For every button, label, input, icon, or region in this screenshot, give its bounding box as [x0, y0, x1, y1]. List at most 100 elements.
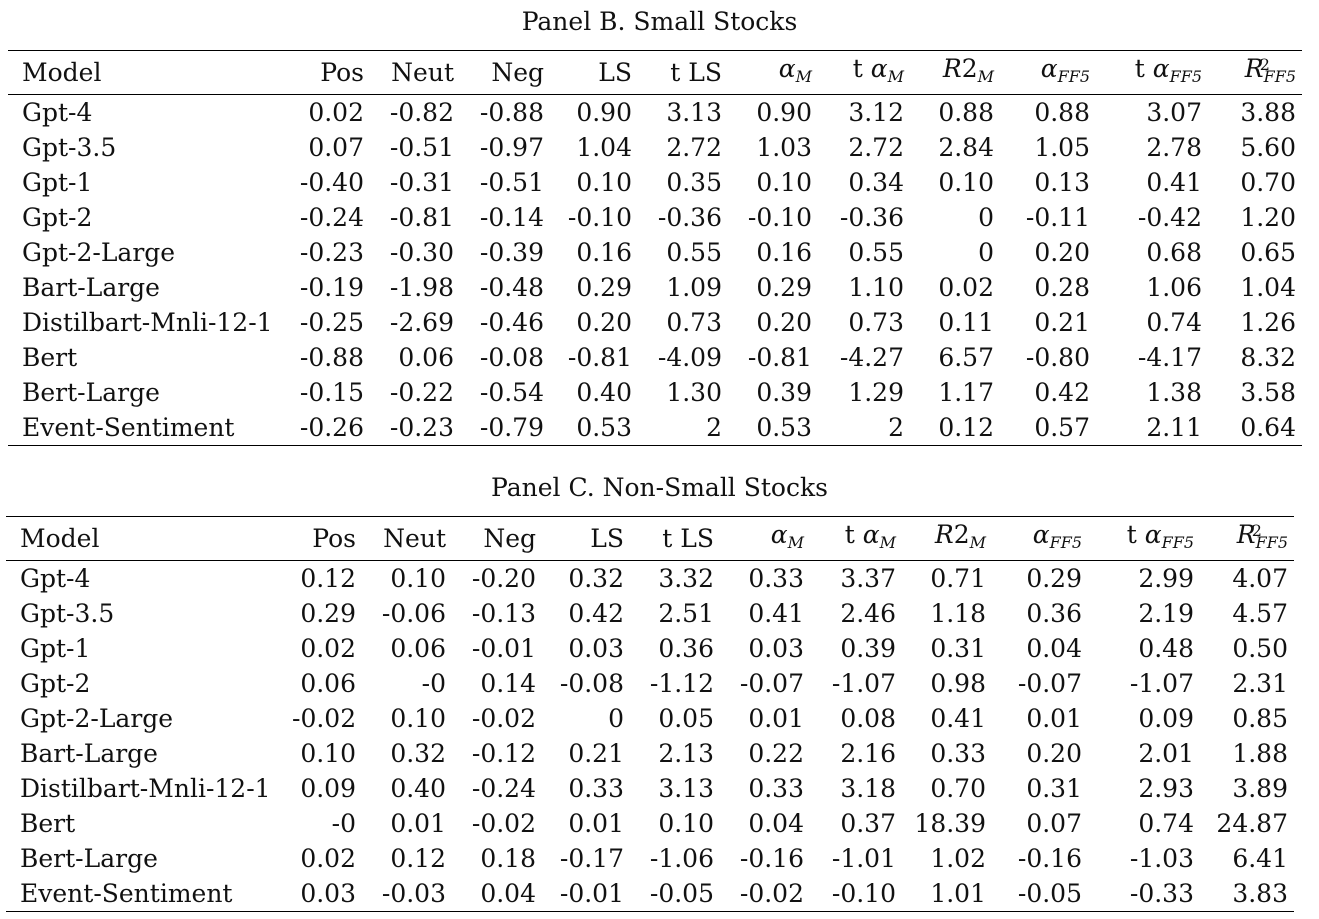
table-row: Gpt-4 0.02 -0.82 -0.88 0.90 3.13 0.90 3.12 0.88 0… — [8, 95, 1302, 131]
value-cell: -1.12 — [649, 669, 714, 698]
value-cell: 0.10 — [658, 809, 714, 838]
table-row: Gpt-3.5 0.07 -0.51 -0.97 1.04 2.72 1.03 2.72 2.8… — [8, 130, 1302, 165]
value-cell: 1.26 — [1240, 308, 1296, 337]
model-name-cell: Bert-Large — [22, 378, 160, 407]
value-cell: 0.18 — [480, 844, 536, 873]
value-cell: 0.29 — [300, 599, 356, 628]
value-cell: 0.13 — [1034, 168, 1090, 197]
value-cell: 0.32 — [568, 564, 624, 593]
value-cell: -0.54 — [479, 378, 544, 407]
value-cell: 0.10 — [390, 704, 446, 733]
panel-b-body: Gpt-4 0.02 -0.82 -0.88 0.90 3.13 0.90 3.12 0.88 0… — [8, 95, 1302, 446]
value-cell: 0.28 — [1034, 273, 1090, 302]
col-header-neg: Neg — [483, 524, 536, 553]
value-cell: 3.37 — [840, 564, 896, 593]
value-cell: 1.01 — [930, 879, 986, 908]
value-cell: 3.89 — [1232, 774, 1288, 803]
value-cell: 1.38 — [1146, 378, 1202, 407]
value-cell: 2.84 — [938, 133, 994, 162]
value-cell: -0.01 — [471, 634, 536, 663]
value-cell: 0.10 — [300, 739, 356, 768]
value-cell: 0.65 — [1240, 238, 1296, 267]
value-cell: 0.01 — [568, 809, 624, 838]
value-cell: -0.02 — [471, 809, 536, 838]
value-cell: 0.01 — [1026, 704, 1082, 733]
value-cell: 0.33 — [748, 564, 804, 593]
value-cell: 0.02 — [300, 634, 356, 663]
value-cell: 0.33 — [748, 774, 804, 803]
value-cell: -0.30 — [389, 238, 454, 267]
value-cell: 0.41 — [748, 599, 804, 628]
table-row: Event-Sentiment 0.03 -0.03 0.04 -0.01 -0.05 -0… — [6, 876, 1294, 912]
value-cell: -4.09 — [657, 343, 722, 372]
value-cell: 1.03 — [756, 133, 812, 162]
value-cell: 1.88 — [1232, 739, 1288, 768]
panel-b-title: Panel B. Small Stocks — [521, 7, 798, 36]
value-cell: 0.12 — [938, 413, 994, 442]
table-row: Bert -0 0.01 -0.02 0.01 0.10 0.04 0.37 18.39 0.07… — [6, 806, 1294, 841]
value-cell: 3.32 — [658, 564, 714, 593]
value-cell: 0.04 — [748, 809, 804, 838]
value-cell: 0.11 — [938, 308, 994, 337]
value-cell: -0.10 — [831, 879, 896, 908]
value-cell: 1.29 — [848, 378, 904, 407]
value-cell: -1.98 — [389, 273, 454, 302]
value-cell: 0.88 — [938, 98, 994, 127]
value-cell: -4.27 — [839, 343, 904, 372]
value-cell: -0.46 — [479, 308, 544, 337]
value-cell: 2.72 — [848, 133, 904, 162]
model-name-cell: Gpt-4 — [20, 564, 91, 593]
value-cell: 0.16 — [756, 238, 812, 267]
value-cell: 0.98 — [930, 669, 986, 698]
model-name-cell: Event-Sentiment — [20, 879, 233, 908]
value-cell: 0.04 — [480, 879, 536, 908]
table-row: Gpt-2-Large -0.02 0.10 -0.02 0 0.05 0.01 0.08 0.… — [6, 701, 1294, 736]
value-cell: -0.51 — [389, 133, 454, 162]
value-cell: 0.29 — [576, 273, 632, 302]
model-name-cell: Gpt-1 — [22, 168, 93, 197]
value-cell: 2.13 — [658, 739, 714, 768]
value-cell: 0.42 — [568, 599, 624, 628]
table-row: Bert -0.88 0.06 -0.08 -0.81 -4.09 -0.81 -4.27 6.… — [8, 340, 1302, 375]
value-cell: -0.40 — [299, 168, 364, 197]
col-header-model: Model — [20, 524, 100, 553]
value-cell: 4.07 — [1232, 564, 1288, 593]
value-cell: 0 — [978, 203, 994, 232]
value-cell: 1.17 — [938, 378, 994, 407]
model-name-cell: Event-Sentiment — [22, 413, 235, 442]
value-cell: 2.31 — [1232, 669, 1288, 698]
model-name-cell: Bart-Large — [22, 273, 160, 302]
value-cell: -4.17 — [1137, 343, 1202, 372]
value-cell: 1.10 — [848, 273, 904, 302]
col-header-ls: LS — [598, 58, 632, 87]
col-header-pos: Pos — [320, 58, 364, 87]
value-cell: 0.85 — [1232, 704, 1288, 733]
value-cell: 0.03 — [300, 879, 356, 908]
value-cell: -0.48 — [479, 273, 544, 302]
value-cell: -1.07 — [831, 669, 896, 698]
col-header-t-alpha-m: t αM — [844, 520, 896, 552]
table-row: Bert-Large -0.15 -0.22 -0.54 0.40 1.30 0.39 1.2… — [8, 375, 1302, 410]
value-cell: 0.64 — [1240, 413, 1296, 442]
value-cell: -0.13 — [471, 599, 536, 628]
value-cell: 0.01 — [748, 704, 804, 733]
value-cell: 3.07 — [1146, 98, 1202, 127]
value-cell: -0.79 — [479, 413, 544, 442]
value-cell: -0.06 — [381, 599, 446, 628]
panel-b-header-row: Model Pos Neut Neg LS t LS αM t αM R2M α… — [8, 50, 1302, 95]
value-cell: 1.09 — [666, 273, 722, 302]
model-name-cell: Distilbart-Mnli-12-1 — [22, 308, 273, 337]
value-cell: 6.41 — [1232, 844, 1288, 873]
panel-c-header-row: Model Pos Neut Neg LS t LS αM t αM R2M α… — [6, 516, 1294, 561]
col-header-t-alpha-ff5: t αFF5 — [1134, 54, 1202, 86]
value-cell: 0.90 — [576, 98, 632, 127]
table-row: Bart-Large 0.10 0.32 -0.12 0.21 2.13 0.22 2.16 0… — [6, 736, 1294, 771]
value-cell: -0.36 — [839, 203, 904, 232]
table-row: Gpt-1 -0.40 -0.31 -0.51 0.10 0.35 0.10 0.34 0.10… — [8, 165, 1302, 200]
table-row: Gpt-2 -0.24 -0.81 -0.14 -0.10 -0.36 -0.10 -0.36… — [8, 200, 1302, 235]
value-cell: 0.36 — [1026, 599, 1082, 628]
value-cell: -0.39 — [479, 238, 544, 267]
value-cell: 0.32 — [390, 739, 446, 768]
value-cell: 0.12 — [390, 844, 446, 873]
value-cell: 0.70 — [930, 774, 986, 803]
